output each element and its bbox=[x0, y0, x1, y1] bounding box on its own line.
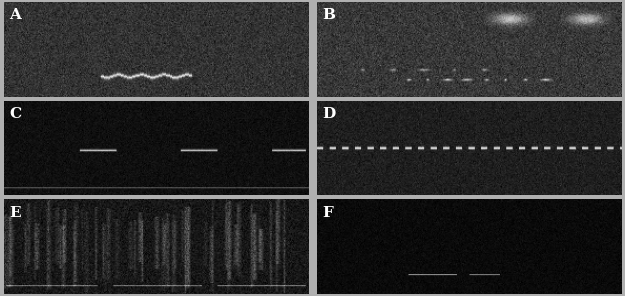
Text: D: D bbox=[322, 107, 335, 121]
Text: C: C bbox=[9, 107, 21, 121]
Text: B: B bbox=[322, 8, 335, 22]
Text: E: E bbox=[9, 206, 21, 220]
Text: A: A bbox=[9, 8, 21, 22]
Text: F: F bbox=[322, 206, 333, 220]
